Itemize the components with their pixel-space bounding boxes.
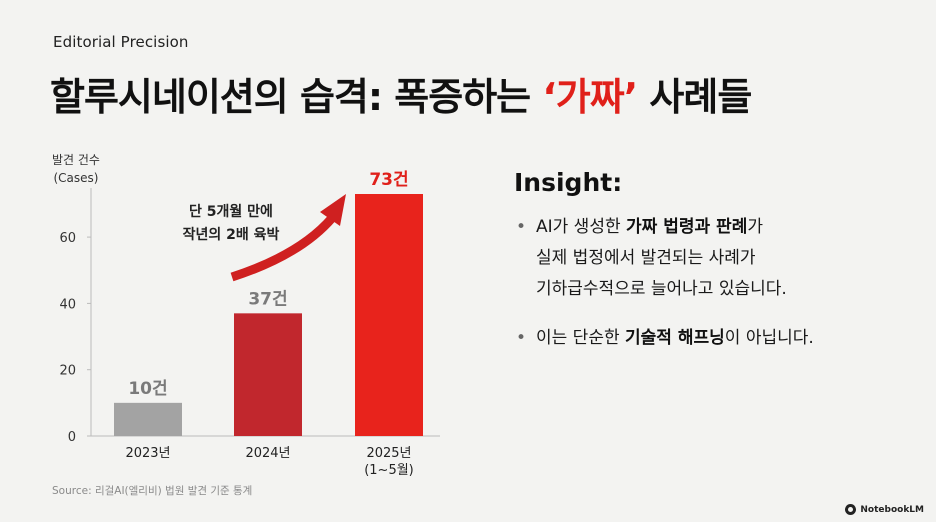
point2-post: 이 아닙니다. [724,328,814,348]
title-text-before: 할루시네이션의 습격: 폭증하는 [50,75,543,119]
point1-post: 가 [747,217,763,237]
y-axis-title-line1: 발견 건수 [52,153,100,167]
bullet-icon: • [516,217,527,237]
title-text-after: 사례들 [637,75,752,119]
bar-2024년 [234,313,302,436]
y-tick-label: 60 [59,231,76,246]
x-tick-sublabel: (1~5월) [364,463,414,478]
insight-list: • AI가 생성한 가짜 법령과 판례가 실제 법정에서 발견되는 사례가 기하… [514,212,914,372]
point2-bold: 기술적 해프닝 [625,328,725,348]
point1-line2: 실제 법정에서 발견되는 사례가 [536,248,756,268]
point2-pre: 이는 단순한 [536,328,626,348]
page-title: 할루시네이션의 습격: 폭증하는 ‘가짜’ 사례들 [50,66,752,121]
point1-pre: AI가 생성한 [536,217,627,237]
x-tick-label: 2023년 [125,446,170,461]
data-label: 10건 [128,379,167,399]
point1-line3: 기하급수적으로 늘어나고 있습니다. [536,279,787,299]
trend-arrow [230,215,336,282]
eyebrow-label: Editorial Precision [53,33,189,51]
y-tick-label: 0 [68,430,76,445]
y-tick-label: 20 [59,364,76,379]
bar-2025년 [355,194,423,436]
y-tick-label: 40 [59,297,76,312]
trend-arrow-head [320,194,346,226]
point1-bold: 가짜 법령과 판례 [626,217,748,237]
bars-group: 10건 37건 73건 [114,170,423,436]
insight-point-1: • AI가 생성한 가짜 법령과 판례가 실제 법정에서 발견되는 사례가 기하… [514,212,914,305]
data-label: 37건 [248,289,287,309]
x-axis-labels: 2023년 2024년 2025년 (1~5월) [125,446,413,478]
insight-title: Insight: [514,168,623,197]
annotation-line2: 작년의 2배 육박 [183,226,280,243]
brand-badge: NotebookLM [845,504,924,515]
data-label: 73건 [369,170,408,190]
notebooklm-logo-icon [845,504,857,515]
annotation-line1: 단 5개월 만에 [189,203,273,220]
brand-label: NotebookLM [860,504,924,515]
x-tick-label: 2025년 [366,446,411,461]
title-highlight: ‘가짜’ [542,75,638,119]
bullet-icon: • [516,328,527,348]
bar-2023년 [114,402,182,436]
y-axis-title-line2: (Cases) [54,171,99,185]
x-tick-label: 2024년 [245,446,290,461]
insight-point-2: • 이는 단순한 기술적 해프닝이 아닙니다. [514,323,914,354]
source-note: Source: 리걸AI(엘리비) 법원 발견 기준 통계 [52,485,253,497]
